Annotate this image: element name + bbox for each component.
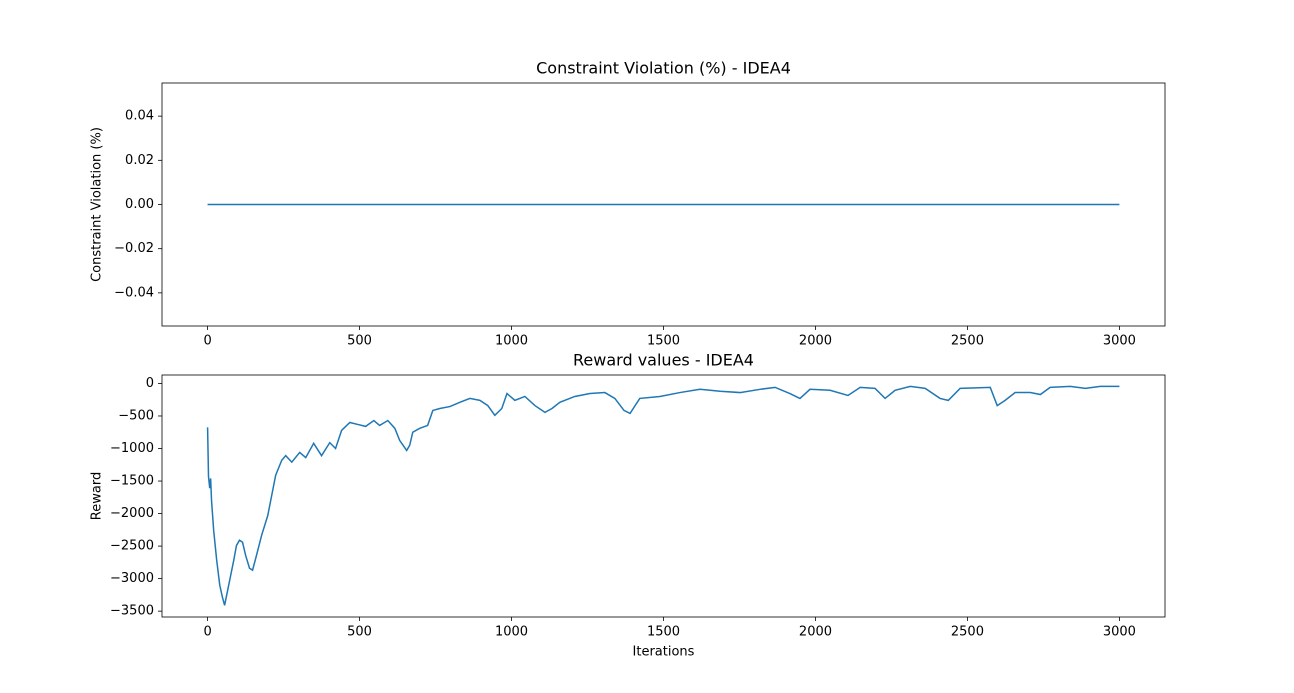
y-tick-label: 0.04: [125, 109, 154, 124]
y-tick-label: 0.02: [125, 153, 154, 168]
y-tick-label: −0.04: [114, 285, 154, 300]
axes-frame: [161, 374, 1166, 618]
y-tick-label: 0: [146, 376, 154, 391]
x-tick-label: 1500: [647, 625, 680, 640]
y-axis-label: Constraint Violation (%): [90, 127, 105, 282]
y-tick-label: −2000: [110, 506, 154, 521]
y-tick-label: −500: [118, 408, 154, 423]
x-tick-label: 1000: [495, 625, 528, 640]
y-tick-label: −3000: [110, 571, 154, 586]
y-tick-label: −2500: [110, 539, 154, 554]
data-line: [206, 385, 1120, 606]
y-tick-label: −0.02: [114, 241, 154, 256]
x-tick-label: 3000: [1103, 625, 1136, 640]
x-tick-label: 0: [203, 334, 211, 349]
x-tick-label: 2000: [799, 625, 832, 640]
x-tick-label: 2500: [951, 334, 984, 349]
y-tick-label: −1000: [110, 441, 154, 456]
x-tick-label: 500: [347, 334, 372, 349]
x-tick-label: 1500: [647, 334, 680, 349]
y-tick-label: −3500: [110, 604, 154, 619]
chart-title: Reward values - IDEA4: [573, 351, 754, 370]
x-tick-label: 3000: [1103, 334, 1136, 349]
x-tick-label: 2500: [951, 625, 984, 640]
y-tick-label: −1500: [110, 474, 154, 489]
x-axis-label: Iterations: [633, 645, 695, 660]
y-axis-label: Reward: [90, 472, 105, 520]
x-tick-label: 500: [347, 625, 372, 640]
x-tick-label: 2000: [799, 334, 832, 349]
x-tick-label: 0: [203, 625, 211, 640]
y-tick-label: 0.00: [125, 197, 154, 212]
axes-frame: [161, 82, 1166, 327]
chart-title: Constraint Violation (%) - IDEA4: [536, 59, 791, 78]
x-tick-label: 1000: [495, 334, 528, 349]
